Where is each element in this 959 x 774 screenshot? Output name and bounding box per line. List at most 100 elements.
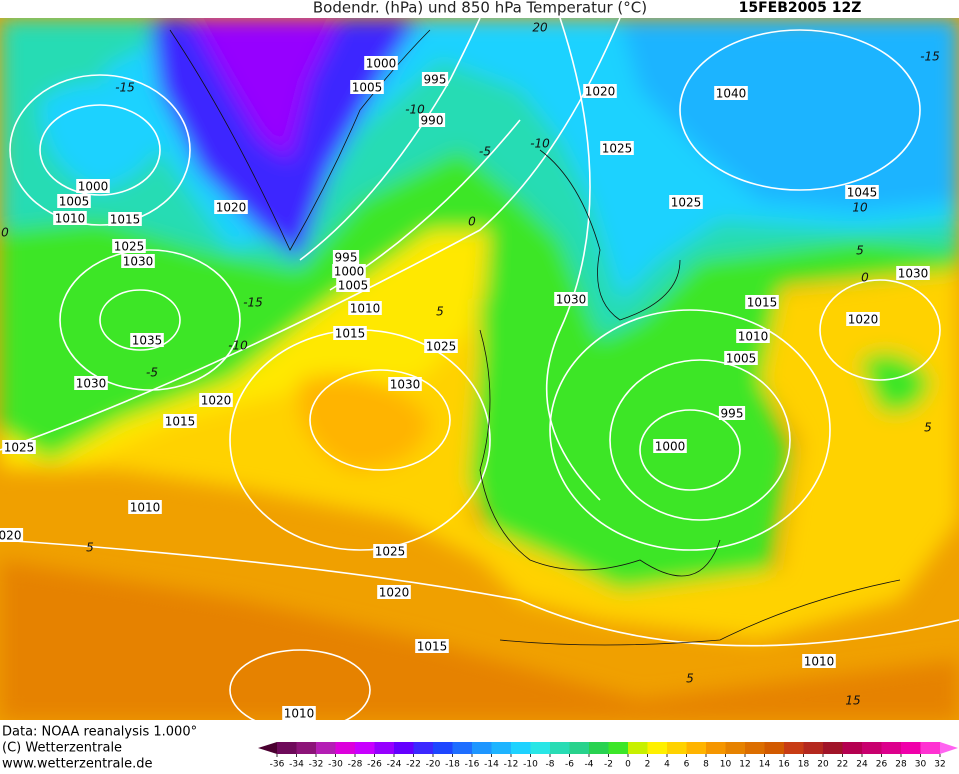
isobar-label-box	[745, 295, 779, 309]
isobar-label-box	[336, 278, 370, 292]
legend-tick-label: 22	[837, 760, 848, 770]
isobar-label-box	[2, 440, 36, 454]
isobar-label: 1030	[556, 293, 587, 307]
isobar-label-box	[332, 250, 360, 264]
legend-tick-label: 6	[684, 760, 690, 770]
isobar-label-box	[199, 393, 233, 407]
legend-tick-label: 12	[739, 760, 750, 770]
isobar-label-box	[130, 333, 164, 347]
isobar-label: 1005	[338, 279, 369, 293]
temperature-label: -5	[479, 145, 491, 159]
isobar-label: 1000	[655, 440, 686, 454]
isobar-label-box	[714, 86, 748, 100]
isobar-label: 1025	[375, 545, 406, 559]
isobar-label-box	[554, 292, 588, 306]
legend-tick-label: 16	[778, 760, 790, 770]
isobar-label: 1010	[804, 655, 835, 669]
legend-swatch	[374, 742, 395, 754]
legend-swatch	[881, 742, 902, 754]
isobar-label-box	[333, 326, 367, 340]
isobar-label: 1035	[132, 334, 163, 348]
isobar-label-box	[653, 439, 687, 453]
isobar-label: 995	[424, 73, 447, 87]
isobar-label: 1005	[59, 195, 90, 209]
legend-tick-label: -4	[585, 760, 594, 770]
footer-text: (C) Wetterzentrale	[2, 741, 122, 756]
legend-tick-label: -16	[465, 760, 480, 770]
isobar-label: 1030	[123, 255, 154, 269]
temperature-label: 5	[436, 305, 444, 319]
isobar-label: 1020	[201, 394, 232, 408]
isobar-label: 1015	[417, 640, 448, 654]
legend-swatch	[920, 742, 941, 754]
legend-swatch	[842, 742, 863, 754]
isobar-label: 1025	[671, 196, 702, 210]
legend-swatch	[862, 742, 882, 754]
isobar-label: 1010	[350, 302, 381, 316]
legend-tick-label: -10	[523, 760, 538, 770]
temperature-label: 0	[468, 215, 476, 229]
isobar-label: 1000	[366, 57, 397, 71]
temperature-label: 5	[924, 421, 932, 435]
legend-tick-label: -18	[445, 760, 460, 770]
map-date: 15FEB2005 12Z	[739, 0, 862, 16]
isobar-label-box	[332, 264, 366, 278]
legend-tick-label: -36	[270, 760, 285, 770]
legend-swatch	[667, 742, 687, 754]
legend-swatch	[745, 742, 765, 754]
isobar-label-box	[350, 80, 384, 94]
footer: Data: NOAA reanalysis 1.000°(C) Wetterze…	[2, 725, 197, 772]
isobar-label-box	[373, 544, 407, 558]
isobar-label: 1040	[716, 87, 747, 101]
isobar-label-box	[846, 312, 880, 326]
legend-tick-label: -32	[309, 760, 324, 770]
legend-tick-label: 10	[720, 760, 732, 770]
isobar-label: 1015	[747, 296, 778, 310]
isobar-label: 1000	[334, 265, 365, 279]
legend-swatch	[901, 742, 921, 754]
isobar-label: 1025	[4, 441, 35, 455]
isobar-label: 1020	[216, 201, 247, 215]
isobar-label-box	[418, 113, 446, 127]
isobar-label-box	[348, 301, 382, 315]
legend-tick-label: 8	[703, 760, 709, 770]
isobar-label: 020	[0, 529, 21, 543]
legend-tick-label: 2	[645, 760, 651, 770]
legend-tick-label: -14	[484, 760, 499, 770]
isobar-label-box	[214, 200, 248, 214]
legend-tick-label: -34	[289, 760, 304, 770]
isobar-label-box	[669, 195, 703, 209]
isobar-label: 995	[721, 407, 744, 421]
legend-swatch	[316, 742, 336, 754]
temperature-label: 0	[861, 271, 869, 285]
legend-swatch	[355, 742, 375, 754]
temperature-label: -10	[405, 103, 425, 117]
legend-swatch	[628, 742, 648, 754]
legend-swatch	[647, 742, 668, 754]
isobar-label: 1010	[284, 707, 315, 721]
isobar-label: 1000	[78, 180, 109, 194]
temperature-label: 5	[86, 541, 94, 555]
legend-swatch	[686, 742, 707, 754]
legend-tick-label: -8	[546, 760, 555, 770]
legend-swatch	[725, 742, 746, 754]
footer-text: www.wetterzentrale.de	[2, 757, 152, 771]
isobar-label-box	[896, 266, 930, 280]
legend-tick-label: 26	[876, 760, 888, 770]
isobar-label-box	[583, 84, 617, 98]
legend-tick-label: -24	[387, 760, 402, 770]
isobar-label: 1030	[76, 377, 107, 391]
temperature-label: -15	[243, 296, 263, 310]
legend-swatch	[803, 742, 824, 754]
legend-swatch	[569, 742, 590, 754]
isobar-label-box	[76, 179, 110, 193]
legend-tick-label: 30	[915, 760, 927, 770]
isobar-label: 1030	[390, 378, 421, 392]
legend-swatch	[472, 742, 492, 754]
isobar-label-box	[128, 500, 162, 514]
temperature-label: 0	[1, 226, 9, 240]
isobar-label: 1020	[585, 85, 616, 99]
temperature-field	[0, 18, 959, 720]
isobar-label: 1025	[426, 340, 457, 354]
coastlines	[169, 29, 901, 646]
